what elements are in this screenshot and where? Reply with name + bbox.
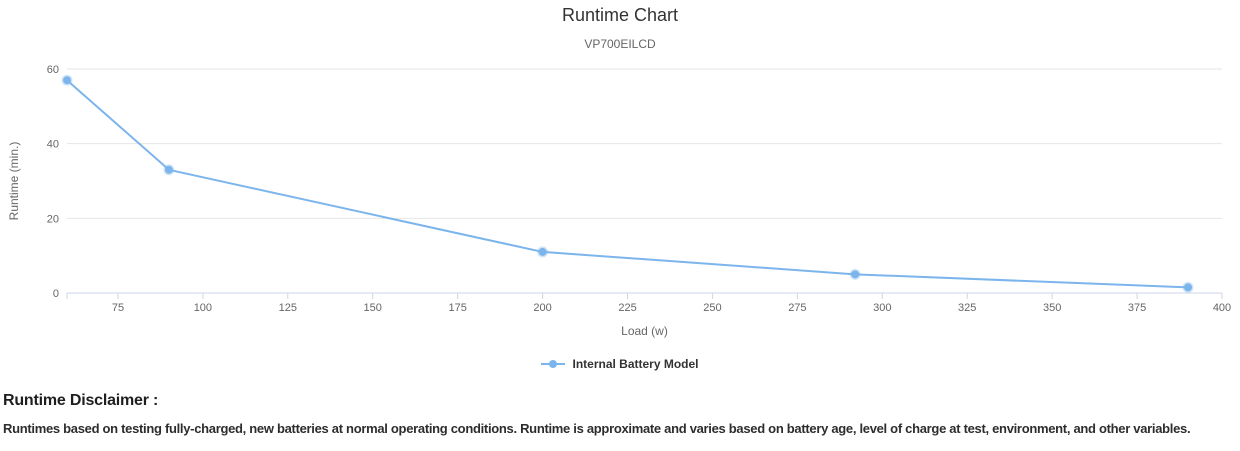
disclaimer-body: Runtimes based on testing fully-charged,… xyxy=(3,421,1191,436)
x-axis-tick-label: 125 xyxy=(279,302,297,314)
x-axis-tick-label: 275 xyxy=(788,302,806,314)
y-axis-tick-label: 40 xyxy=(47,139,59,151)
data-point-marker[interactable] xyxy=(849,268,861,280)
data-point-marker[interactable] xyxy=(61,74,73,86)
x-axis-tick-label: 175 xyxy=(448,302,466,314)
y-axis-tick-label: 20 xyxy=(47,213,59,225)
y-axis-title: Runtime (min.) xyxy=(7,142,21,221)
data-point-marker[interactable] xyxy=(537,246,549,258)
x-axis-tick-label: 150 xyxy=(364,302,382,314)
x-axis-tick-label: 75 xyxy=(112,302,124,314)
chart-plot-area: 0 20 40 60 75 100 125 150 175 200 225 250 275 300 325 3… xyxy=(7,64,1231,338)
legend-label: Internal Battery Model xyxy=(572,357,699,371)
x-axis-tick-label: 225 xyxy=(618,302,636,314)
disclaimer-heading: Runtime Disclaimer : xyxy=(3,392,159,409)
runtime-chart: Runtime Chart VP700EILCD 0 20 40 60 75 100 125… xyxy=(0,5,1240,371)
x-axis-tick-label: 400 xyxy=(1213,302,1231,314)
legend-item-internal-battery-model[interactable]: Internal Battery Model xyxy=(0,357,1240,371)
chart-subtitle: VP700EILCD xyxy=(584,37,656,51)
x-axis-tick-label: 200 xyxy=(533,302,551,314)
y-axis-tick-label: 60 xyxy=(47,64,59,76)
legend-line-marker-icon xyxy=(541,360,566,368)
x-axis-tick-label: 100 xyxy=(194,302,212,314)
data-point-marker[interactable] xyxy=(163,164,175,176)
runtime-disclaimer-section: Runtime Disclaimer : Runtimes based on t… xyxy=(3,392,1237,436)
x-axis-tick-label: 250 xyxy=(703,302,721,314)
x-axis-tick-label: 350 xyxy=(1043,302,1061,314)
chart-title: Runtime Chart xyxy=(561,5,679,25)
legend-marker-dot xyxy=(549,360,558,368)
y-axis-tick-label: 0 xyxy=(53,288,59,300)
series-line xyxy=(66,79,1190,289)
data-point-marker[interactable] xyxy=(1182,281,1194,293)
x-axis-title: Load (w) xyxy=(621,324,668,338)
x-axis-tick-label: 325 xyxy=(958,302,976,314)
x-axis-tick-label: 300 xyxy=(873,302,891,314)
x-axis-tick-label: 375 xyxy=(1128,302,1146,314)
